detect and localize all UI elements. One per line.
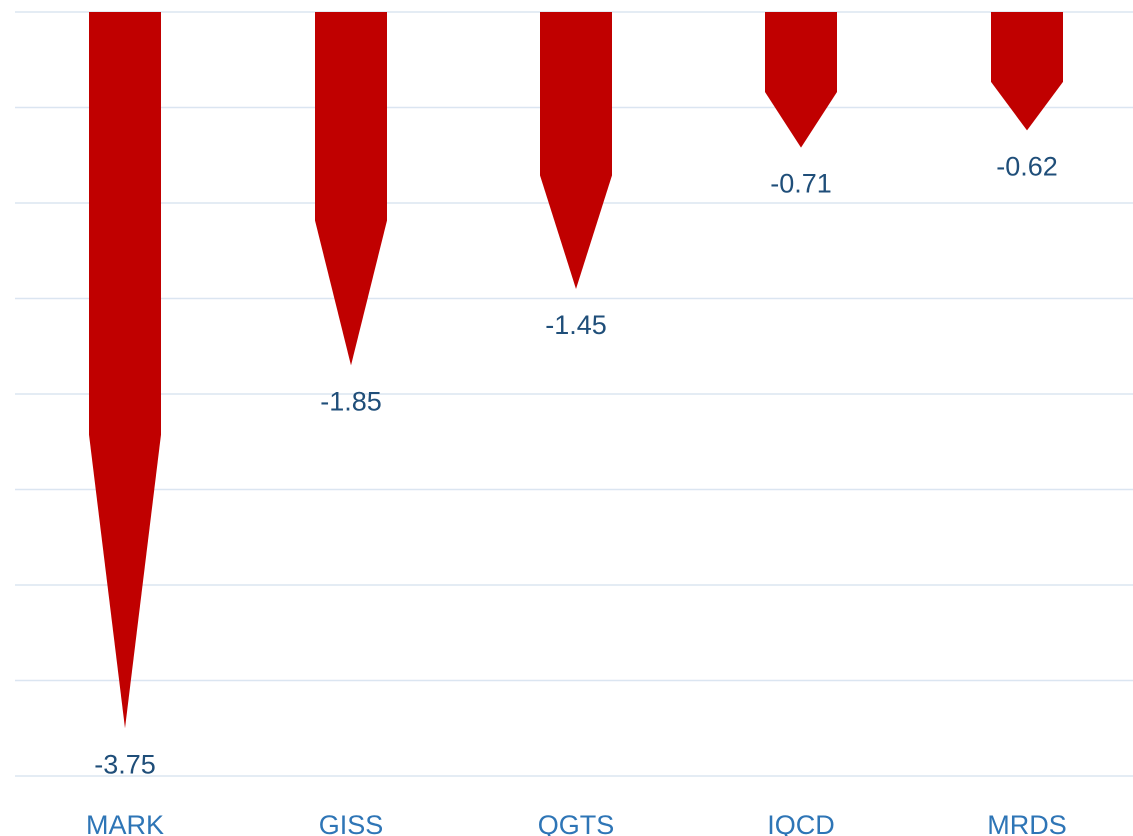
bars	[89, 12, 1063, 729]
bar-qgts	[540, 12, 612, 289]
bar-mark	[89, 12, 161, 729]
data-label-mrds: -0.62	[996, 151, 1058, 181]
x-tick-label-mark: MARK	[86, 810, 164, 836]
data-label-mark: -3.75	[94, 749, 156, 779]
bar-giss	[315, 12, 387, 366]
x-tick-label-mrds: MRDS	[987, 810, 1067, 836]
x-tick-label-iqcd: IQCD	[767, 810, 835, 836]
category-labels: MARK GISS QGTS IQCD MRDS	[86, 810, 1067, 836]
value-labels: -3.75 -1.85 -1.45 -0.71 -0.62	[94, 151, 1058, 779]
x-tick-label-qgts: QGTS	[538, 810, 615, 836]
bar-mrds	[991, 12, 1063, 131]
data-label-qgts: -1.45	[545, 310, 607, 340]
bar-iqcd	[765, 12, 837, 148]
gridlines	[15, 11, 1133, 777]
data-label-giss: -1.85	[320, 386, 382, 416]
x-tick-label-giss: GISS	[319, 810, 384, 836]
data-label-iqcd: -0.71	[770, 169, 832, 199]
